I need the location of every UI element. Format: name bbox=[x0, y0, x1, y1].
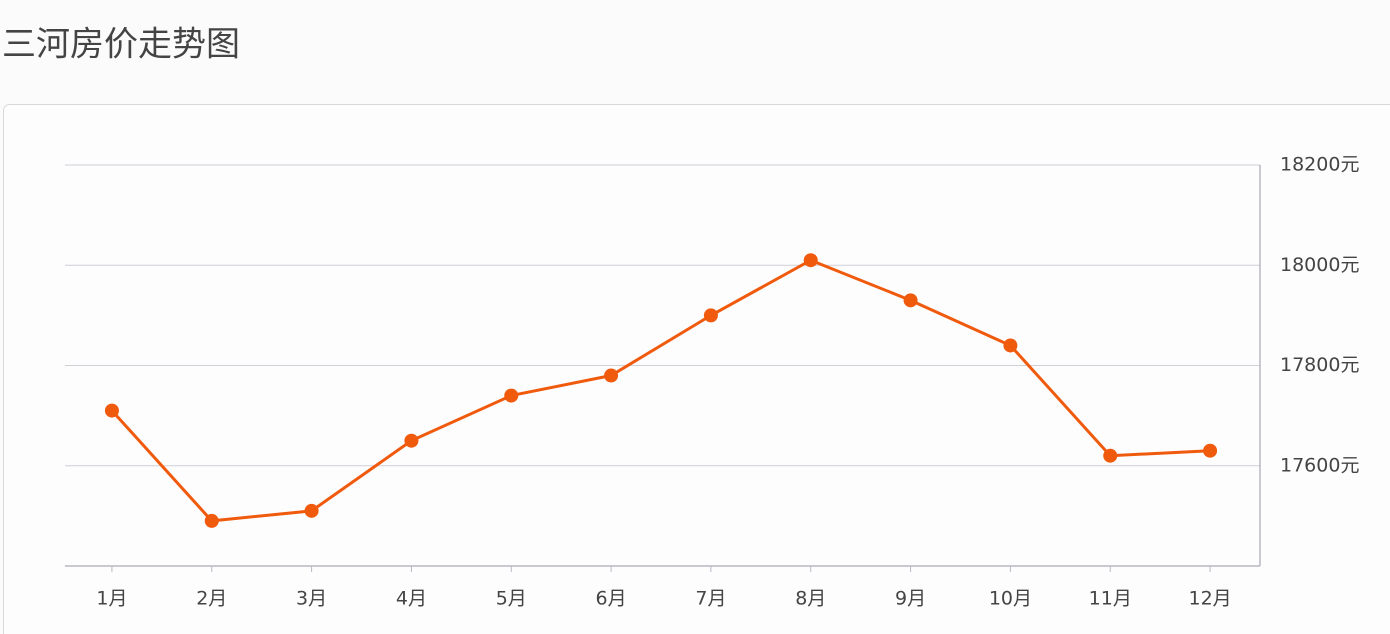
x-tick-label: 5月 bbox=[496, 588, 527, 610]
x-tick-label: 10月 bbox=[989, 588, 1032, 610]
point bbox=[803, 253, 818, 268]
y-tick-label: 18000元 bbox=[1280, 254, 1359, 276]
point bbox=[604, 368, 619, 383]
x-tick-label: 3月 bbox=[296, 588, 327, 610]
x-tick-label: 11月 bbox=[1089, 588, 1132, 610]
point bbox=[703, 308, 718, 323]
y-tick-label: 18200元 bbox=[1280, 154, 1359, 176]
x-tick-label: 12月 bbox=[1188, 588, 1231, 610]
x-tick-label: 7月 bbox=[695, 588, 726, 610]
y-tick-label: 17600元 bbox=[1280, 454, 1359, 476]
point bbox=[304, 503, 319, 518]
card bbox=[3, 104, 1390, 634]
x-tick-label: 6月 bbox=[596, 588, 627, 610]
point bbox=[204, 513, 219, 528]
point bbox=[504, 388, 519, 403]
point bbox=[404, 433, 419, 448]
point bbox=[1203, 443, 1218, 458]
x-tick-label: 2月 bbox=[196, 588, 227, 610]
point bbox=[104, 403, 119, 418]
y-tick-label: 17800元 bbox=[1280, 354, 1359, 376]
point bbox=[1003, 338, 1018, 353]
point bbox=[1103, 448, 1118, 463]
chart-title: 三河房价走势图 bbox=[2, 25, 240, 65]
x-tick-label: 4月 bbox=[396, 588, 427, 610]
point bbox=[903, 293, 918, 308]
x-tick-label: 9月 bbox=[895, 588, 926, 610]
x-tick-label: 1月 bbox=[96, 588, 127, 610]
x-tick-label: 8月 bbox=[795, 588, 826, 610]
line bbox=[110, 258, 1211, 523]
